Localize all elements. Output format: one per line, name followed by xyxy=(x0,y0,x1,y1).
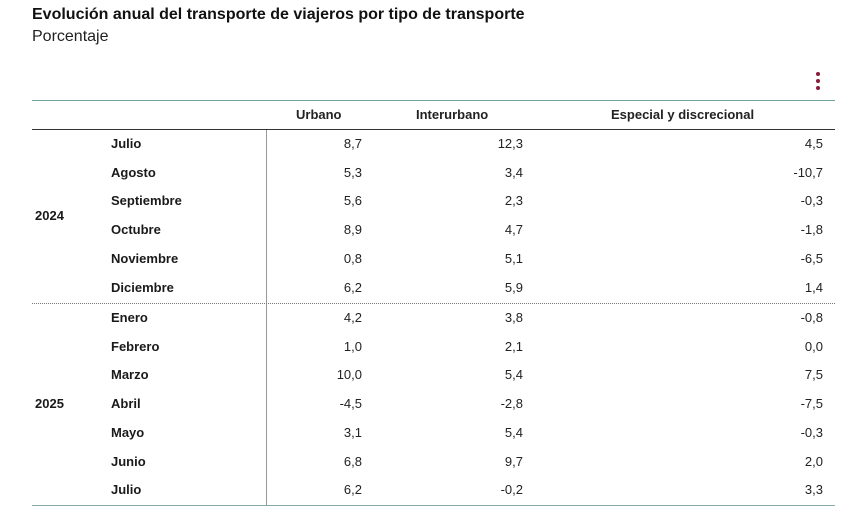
table-cell: 7,5 xyxy=(804,367,823,383)
table-cell: 5,4 xyxy=(504,424,523,440)
row-label-month: Octubre xyxy=(111,222,161,238)
chart-subtitle: Porcentaje xyxy=(32,28,109,45)
table-bottom-border xyxy=(32,505,835,506)
table-cell: -2,8 xyxy=(500,396,523,412)
table-cell: 1,0 xyxy=(343,338,362,354)
column-header-urbano: Urbano xyxy=(296,107,342,122)
table-cell: 10,0 xyxy=(336,367,362,383)
header-divider xyxy=(32,129,835,130)
row-label-month: Agosto xyxy=(111,164,156,180)
table-cell: 8,7 xyxy=(343,136,362,151)
table-cell: 9,7 xyxy=(504,453,523,469)
table-cell: 12,3 xyxy=(497,136,523,151)
row-label-month: Diciembre xyxy=(111,279,174,295)
row-label-month: Julio xyxy=(111,482,142,498)
table-cell: 8,9 xyxy=(343,222,362,238)
table-cell: -0,2 xyxy=(500,482,523,498)
column-header-interurbano: Interurbano xyxy=(416,107,489,122)
table-cell: 2,0 xyxy=(804,453,823,469)
row-label-month: Abril xyxy=(111,396,141,412)
row-label-month: Junio xyxy=(111,453,146,469)
table-cell: 2,3 xyxy=(504,193,523,209)
menu-dot xyxy=(816,86,820,90)
row-label-month: Septiembre xyxy=(111,193,182,209)
chart-title: Evolución anual del transporte de viajer… xyxy=(32,6,525,23)
table-cell: 5,4 xyxy=(504,367,523,383)
menu-dot xyxy=(816,79,820,83)
year-label: 2025 xyxy=(35,396,64,412)
table-cell: -0,3 xyxy=(800,193,823,209)
table-cell: 6,8 xyxy=(343,453,362,469)
row-label-month: Noviembre xyxy=(111,250,179,266)
year-separator xyxy=(32,303,835,304)
table-cell: -4,5 xyxy=(339,396,362,412)
row-label-month: Marzo xyxy=(111,367,149,383)
table-cell: 3,8 xyxy=(504,310,523,325)
table-cell: 5,6 xyxy=(343,193,362,209)
table-cell: -0,8 xyxy=(800,310,823,325)
table-cell: 4,2 xyxy=(343,310,362,325)
table-cell: 4,5 xyxy=(804,136,823,151)
table-cell: 6,2 xyxy=(343,279,362,295)
table-cell: 3,1 xyxy=(343,424,362,440)
table-cell: -10,7 xyxy=(793,164,823,180)
table-cell: 2,1 xyxy=(504,338,523,354)
table-cell: -1,8 xyxy=(800,222,823,238)
table-cell: -7,5 xyxy=(800,396,823,412)
table-top-border xyxy=(32,100,835,101)
column-divider xyxy=(266,130,267,505)
table-cell: 6,2 xyxy=(343,482,362,498)
table-cell: 5,9 xyxy=(504,279,523,295)
table-cell: 0,0 xyxy=(804,338,823,354)
table-cell: 5,1 xyxy=(504,250,523,266)
row-label-month: Enero xyxy=(111,310,148,325)
year-label: 2024 xyxy=(35,207,64,223)
table-cell: -0,3 xyxy=(800,424,823,440)
table-cell: 4,7 xyxy=(504,222,523,238)
table-cell: -6,5 xyxy=(800,250,823,266)
table-cell: 3,4 xyxy=(504,164,523,180)
table-cell: 5,3 xyxy=(343,164,362,180)
more-vertical-icon[interactable] xyxy=(812,72,824,90)
row-label-month: Mayo xyxy=(111,424,145,440)
column-header-especial: Especial y discrecional xyxy=(611,107,755,122)
menu-dot xyxy=(816,72,820,76)
table-cell: 3,3 xyxy=(804,482,823,498)
row-label-month: Julio xyxy=(111,136,142,151)
table-cell: 0,8 xyxy=(343,250,362,266)
table-cell: 1,4 xyxy=(804,279,823,295)
row-label-month: Febrero xyxy=(111,338,160,354)
